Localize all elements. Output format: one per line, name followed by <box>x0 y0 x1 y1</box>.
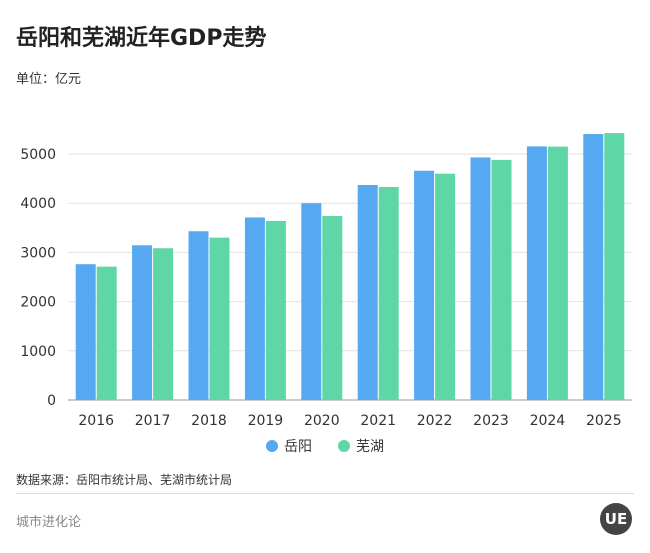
unit-label: 单位：亿元 <box>16 72 82 87</box>
x-tick-label: 2020 <box>304 413 340 429</box>
bar-芜湖-2018 <box>209 237 230 400</box>
brand-logo: UE <box>600 503 632 535</box>
bar-岳阳-2023 <box>470 157 491 400</box>
y-tick-label: 1000 <box>20 344 56 360</box>
bar-芜湖-2024 <box>547 146 568 400</box>
data-source: 数据来源：岳阳市统计局、芜湖市统计局 <box>16 473 233 487</box>
y-tick-label: 3000 <box>20 245 56 261</box>
bar-岳阳-2025 <box>583 134 604 400</box>
bar-芜湖-2020 <box>322 215 343 400</box>
bar-芜湖-2025 <box>604 133 625 400</box>
bar-芜湖-2021 <box>378 186 399 400</box>
bar-岳阳-2016 <box>75 264 96 400</box>
y-tick-label: 5000 <box>20 147 56 163</box>
y-tick-label: 0 <box>47 393 56 409</box>
x-tick-label: 2018 <box>191 413 227 429</box>
bar-岳阳-2017 <box>132 245 153 400</box>
x-tick-label: 2019 <box>248 413 284 429</box>
legend-swatch <box>266 440 278 452</box>
x-tick-label: 2016 <box>78 413 114 429</box>
bar-芜湖-2016 <box>96 266 117 400</box>
bar-岳阳-2022 <box>414 170 435 400</box>
x-tick-label: 2022 <box>417 413 453 429</box>
x-tick-label: 2025 <box>586 413 622 429</box>
x-tick-label: 2021 <box>360 413 396 429</box>
bar-岳阳-2019 <box>244 217 265 400</box>
legend-item-wuhu: 芜湖 <box>338 436 384 456</box>
legend-label: 岳阳 <box>284 439 312 455</box>
bar-芜湖-2017 <box>153 248 174 400</box>
chart-title: 岳阳和芜湖近年GDP走势 <box>16 26 267 51</box>
divider <box>16 493 634 494</box>
legend-label: 芜湖 <box>356 439 384 455</box>
brand-name: 城市进化论 <box>16 515 82 530</box>
y-tick-label: 2000 <box>20 295 56 311</box>
x-tick-label: 2024 <box>530 413 566 429</box>
bar-岳阳-2021 <box>357 184 378 400</box>
bar-芜湖-2023 <box>491 159 512 400</box>
legend: 岳阳 芜湖 <box>0 436 650 456</box>
legend-item-yueyang: 岳阳 <box>266 436 312 456</box>
x-tick-label: 2023 <box>473 413 509 429</box>
legend-swatch <box>338 440 350 452</box>
bar-岳阳-2020 <box>301 203 322 400</box>
bar-芜湖-2022 <box>435 173 456 400</box>
bar-芜湖-2019 <box>265 220 286 400</box>
x-tick-label: 2017 <box>135 413 171 429</box>
y-tick-label: 4000 <box>20 196 56 212</box>
bar-岳阳-2018 <box>188 231 209 400</box>
bar-chart: 0 1000 2000 3000 4000 5000 2016 2017 2018 2019 202… <box>20 133 632 429</box>
bar-岳阳-2024 <box>526 146 547 400</box>
